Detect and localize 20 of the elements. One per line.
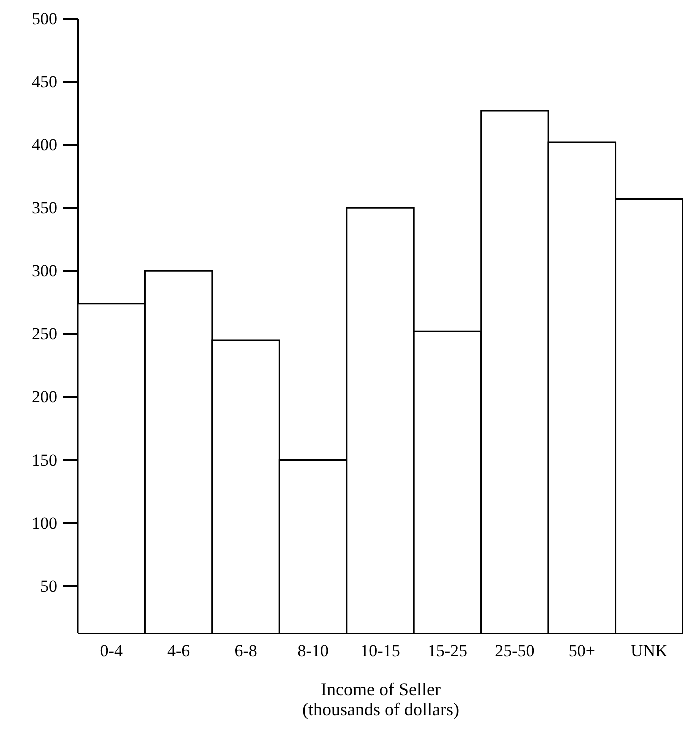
y-tick-label: 350: [32, 198, 58, 218]
y-tick-label: 100: [32, 514, 58, 533]
x-tick-label: 4-6: [167, 642, 190, 660]
y-tick-label: 500: [32, 10, 58, 28]
x-tick-label: 10-15: [360, 642, 400, 660]
y-tick-label: 150: [32, 450, 58, 470]
x-tick-label: 0-4: [100, 642, 124, 660]
x-tick-label: UNK: [630, 642, 669, 660]
y-tick-label: 300: [32, 262, 58, 281]
y-tick-label: 400: [32, 136, 58, 155]
x-tick-label: 15-25: [428, 642, 468, 660]
x-tick-label: 25-50: [495, 642, 535, 660]
y-tick-label: 200: [32, 388, 58, 407]
x-tick-label: 6-8: [234, 642, 258, 660]
y-tick-label: 450: [32, 72, 58, 92]
y-tick-label: 50: [40, 576, 58, 596]
x-tick-label: 8-10: [298, 642, 329, 660]
x-axis-title: Income of Seller (thousands of dollars): [302, 680, 460, 720]
x-tick-label: 50+: [568, 642, 596, 660]
y-tick-label: 250: [32, 324, 58, 344]
